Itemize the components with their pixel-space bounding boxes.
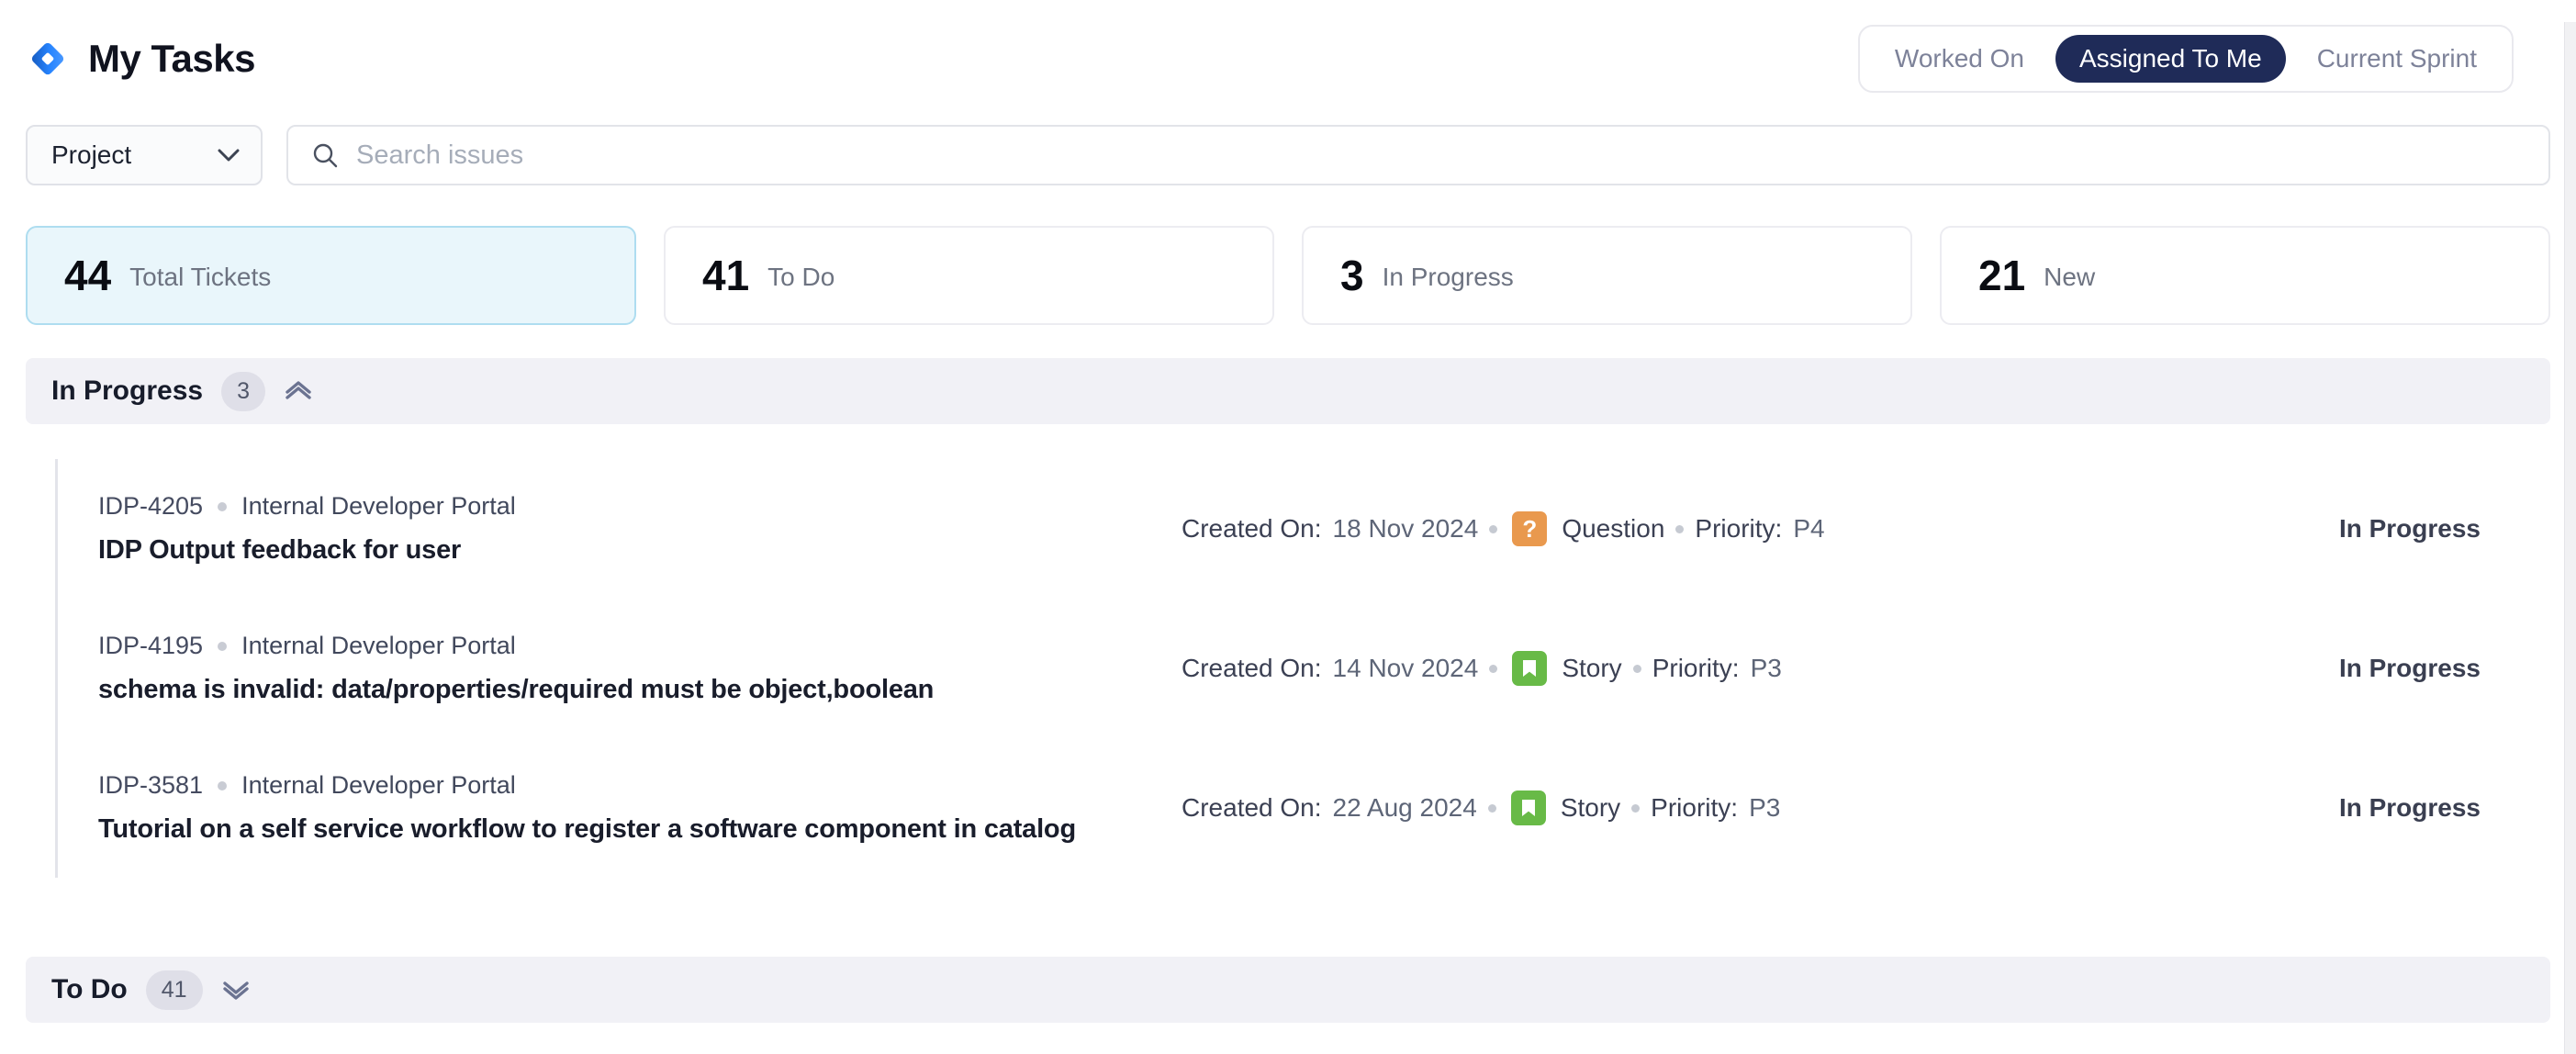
filter-row: Project — [26, 125, 2550, 185]
chevron-down-icon[interactable] — [219, 978, 252, 1002]
chevron-up-icon[interactable] — [282, 379, 315, 403]
section-count-badge: 41 — [145, 970, 203, 1010]
in-progress-task-list: IDP-4205 Internal Developer Portal IDP O… — [55, 459, 2550, 878]
task-meta: Created On: 22 Aug 2024 Story Priority: … — [1182, 790, 2275, 825]
task-type: Story — [1562, 654, 1622, 682]
stat-value: 44 — [64, 252, 112, 299]
dot-separator — [1487, 803, 1496, 813]
task-status: In Progress — [2338, 793, 2481, 822]
stat-card-to-do[interactable]: 41 To Do — [664, 226, 1274, 325]
stat-label: Total Tickets — [129, 263, 272, 291]
priority-value: P4 — [1793, 514, 1825, 543]
priority-label: Priority: — [1651, 793, 1739, 822]
created-on-value: 22 Aug 2024 — [1332, 793, 1477, 822]
jira-logo-icon — [31, 42, 64, 75]
task-title: IDP Output feedback for user — [98, 535, 462, 565]
question-type-icon: ? — [1512, 511, 1548, 546]
priority-value: P3 — [1749, 793, 1781, 822]
toggle-worked-on[interactable]: Worked On — [1871, 35, 2048, 83]
task-project: Internal Developer Portal — [241, 632, 516, 659]
project-dropdown-label: Project — [51, 140, 132, 169]
toggle-assigned-to-me[interactable]: Assigned To Me — [2055, 35, 2286, 83]
stat-card-total-tickets[interactable]: 44 Total Tickets — [26, 226, 636, 325]
created-on-label: Created On: — [1182, 654, 1322, 682]
stat-value: 21 — [1978, 252, 2026, 299]
task-project: Internal Developer Portal — [241, 771, 516, 799]
task-meta: Created On: 14 Nov 2024 Story Priority: … — [1182, 651, 2275, 686]
task-key: IDP-4195 — [98, 632, 204, 659]
task-row[interactable]: IDP-4205 Internal Developer Portal IDP O… — [98, 459, 2550, 599]
dot-separator — [1489, 524, 1498, 533]
section-in-progress-header[interactable]: In Progress 3 — [26, 358, 2550, 424]
stat-card-new[interactable]: 21 New — [1940, 226, 2550, 325]
stat-value: 41 — [702, 252, 750, 299]
priority-value: P3 — [1750, 654, 1782, 682]
priority-label: Priority: — [1695, 514, 1783, 543]
stat-label: In Progress — [1382, 263, 1514, 291]
project-filter-dropdown[interactable]: Project — [26, 125, 263, 185]
search-input[interactable] — [356, 140, 2526, 171]
task-row[interactable]: IDP-3581 Internal Developer Portal Tutor… — [98, 738, 2550, 878]
task-row[interactable]: IDP-4195 Internal Developer Portal schem… — [98, 599, 2550, 738]
scrollbar[interactable] — [2564, 22, 2576, 1054]
page-title: My Tasks — [88, 37, 256, 80]
task-type: Question — [1562, 514, 1665, 543]
section-title: To Do — [51, 974, 128, 1004]
stat-label: To Do — [767, 263, 835, 291]
chevron-down-icon — [218, 149, 240, 162]
title-block: My Tasks — [26, 37, 256, 81]
task-main: IDP-3581 Internal Developer Portal Tutor… — [98, 771, 1182, 845]
section-to-do-header[interactable]: To Do 41 — [26, 957, 2550, 1023]
story-type-icon — [1510, 790, 1546, 825]
dot-separator — [218, 501, 228, 511]
dot-separator — [1631, 803, 1641, 813]
task-meta: Created On: 18 Nov 2024 ? Question Prior… — [1182, 511, 2275, 546]
task-main: IDP-4195 Internal Developer Portal schem… — [98, 632, 1182, 705]
dot-separator — [218, 641, 228, 651]
section-count-badge: 3 — [221, 371, 265, 411]
created-on-label: Created On: — [1182, 514, 1322, 543]
toggle-current-sprint[interactable]: Current Sprint — [2293, 35, 2501, 83]
stat-card-in-progress[interactable]: 3 In Progress — [1302, 226, 1912, 325]
dot-separator — [1675, 524, 1685, 533]
top-bar: My Tasks Worked On Assigned To Me Curren… — [26, 22, 2550, 95]
stat-value: 3 — [1340, 252, 1364, 299]
stat-label: New — [2044, 263, 2096, 291]
dot-separator — [218, 780, 228, 790]
created-on-label: Created On: — [1182, 793, 1322, 822]
task-type: Story — [1560, 793, 1621, 822]
dot-separator — [1489, 664, 1498, 673]
section-title: In Progress — [51, 376, 204, 406]
task-key: IDP-4205 — [98, 492, 204, 520]
stats-row: 44 Total Tickets 41 To Do 3 In Progress … — [26, 226, 2550, 325]
task-status: In Progress — [2338, 514, 2481, 543]
task-key: IDP-3581 — [98, 771, 204, 799]
task-title: schema is invalid: data/properties/requi… — [98, 675, 935, 704]
search-issues-box — [286, 125, 2550, 185]
task-status: In Progress — [2338, 654, 2481, 682]
task-title: Tutorial on a self service workflow to r… — [98, 814, 1076, 844]
search-icon — [313, 143, 338, 168]
task-main: IDP-4205 Internal Developer Portal IDP O… — [98, 492, 1182, 566]
task-project: Internal Developer Portal — [241, 492, 516, 520]
created-on-value: 18 Nov 2024 — [1332, 514, 1479, 543]
my-tasks-page: My Tasks Worked On Assigned To Me Curren… — [0, 22, 2576, 1054]
created-on-value: 14 Nov 2024 — [1332, 654, 1479, 682]
story-type-icon — [1512, 651, 1548, 686]
dot-separator — [1632, 664, 1641, 673]
view-toggle: Worked On Assigned To Me Current Sprint — [1857, 25, 2514, 93]
priority-label: Priority: — [1652, 654, 1740, 682]
